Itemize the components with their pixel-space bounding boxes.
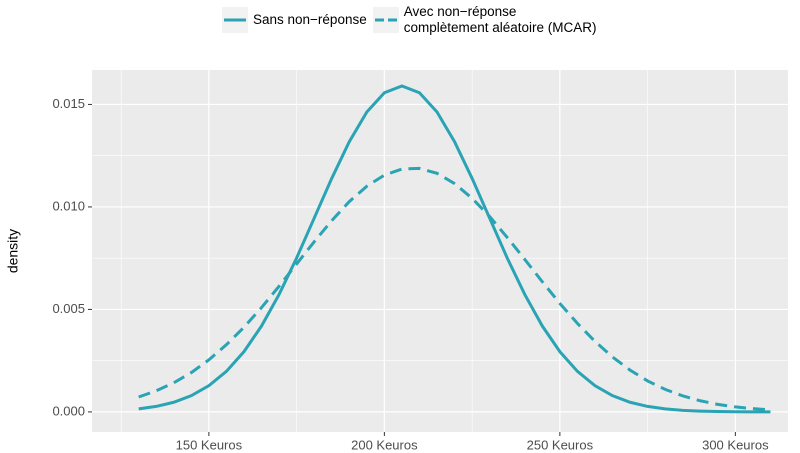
legend-item: Sans non−réponse (222, 7, 367, 33)
y-tick-label: 0.015 (52, 96, 85, 111)
y-axis-label: density (5, 229, 21, 273)
series-line (138, 166, 771, 412)
x-tick-label: 200 Keuros (351, 437, 418, 452)
y-tick-label: 0.010 (52, 198, 85, 213)
series-line (138, 84, 771, 414)
legend-item: Avec non−réponse complètement aléatoire … (372, 4, 597, 36)
y-tick-label: 0.005 (52, 301, 85, 316)
y-tick-label: 0.000 (52, 403, 85, 418)
legend-key (372, 7, 399, 33)
x-tick-label: 250 Keuros (527, 437, 594, 452)
legend: Sans non−réponse Avec non−réponse complèt… (222, 4, 603, 36)
plot-panel (92, 70, 788, 432)
legend-key (222, 7, 248, 33)
legend-label: Avec non−réponse complètement aléatoire … (403, 4, 597, 35)
x-tick-label: 150 Keuros (176, 437, 243, 452)
legend-label: Sans non−réponse (253, 12, 367, 27)
x-tick-label: 300 Keuros (702, 437, 769, 452)
